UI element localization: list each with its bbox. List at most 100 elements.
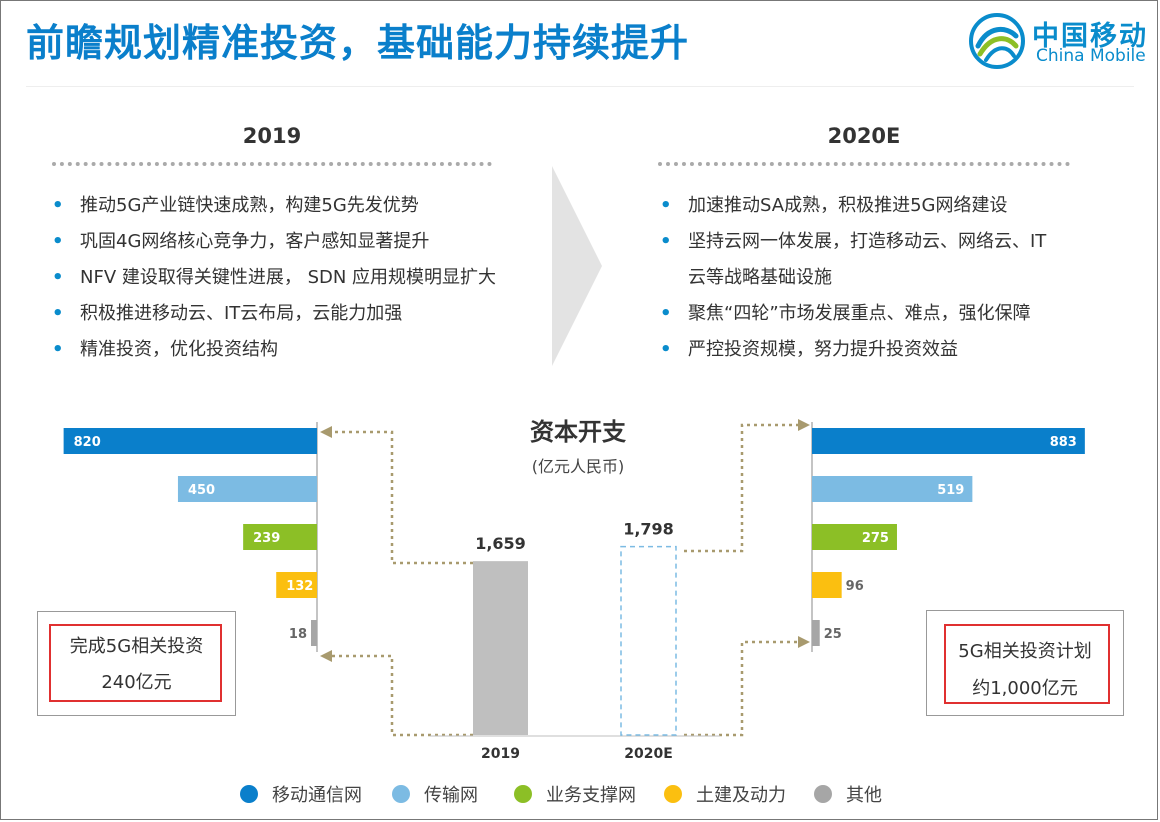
capex-title: 资本开支 [530, 418, 627, 446]
right-bar-label-4: 25 [824, 627, 842, 642]
left-bar-1 [177, 476, 317, 502]
right-bullet-item: • 加速推动SA成熟，积极推进5G网络建设 [660, 188, 1046, 224]
connector-arrows [330, 423, 800, 737]
legend-swatch [814, 785, 832, 803]
connector-top-right [684, 423, 800, 553]
left-bullet-item: • NFV 建设取得关键性进展， SDN 应用规模明显扩大 [52, 260, 496, 296]
bullet-marker: • [52, 303, 64, 324]
right-5g-line2: 约1,000亿元 [972, 678, 1078, 699]
left-5g-summary-box: 完成5G相关投资 240亿元 [37, 611, 236, 716]
bullet-marker: • [660, 231, 672, 252]
right-bar-label-3: 96 [846, 579, 864, 594]
right-bullet-text: 加速推动SA成熟，积极推进5G网络建设 [688, 195, 1008, 216]
bullet-marker: • [52, 231, 64, 252]
left-bullet-list: • 推动5G产业链快速成熟，构建5G先发优势 • 巩固4G网络核心竞争力，客户感知显… [52, 188, 496, 368]
capex-bar-2019 [473, 561, 528, 735]
capex-total-bars: 1,659 2019 1,798 2020E [473, 520, 677, 762]
right-bar-label-1: 519 [937, 483, 964, 498]
right-bar-3 [812, 572, 842, 598]
right-5g-summary-box: 5G相关投资计划 约1,000亿元 [926, 610, 1124, 716]
left-bar-label-0: 820 [74, 435, 101, 450]
legend-label: 业务支撑网 [546, 785, 636, 806]
connector-top-left [330, 430, 473, 565]
arrowhead-icon [798, 419, 810, 431]
right-bar-4 [812, 620, 820, 646]
legend-swatch [392, 785, 410, 803]
left-bar-2 [243, 524, 317, 550]
right-bar-2 [812, 524, 897, 550]
left-bar-label-1: 450 [188, 483, 215, 498]
right-bullet-text: 坚持云网一体发展，打造移动云、网络云、IT [688, 231, 1047, 252]
left-bullet-text: 推动5G产业链快速成熟，构建5G先发优势 [80, 195, 419, 216]
left-bullet-text: 巩固4G网络核心竞争力，客户感知显著提升 [80, 231, 430, 252]
transition-arrow-icon [552, 166, 602, 366]
right-bullet-text: 聚焦“四轮”市场发展重点、难点，强化保障 [688, 303, 1031, 324]
connector-arrowheads [320, 419, 810, 662]
left-year-heading: 2019 [242, 124, 302, 148]
left-bullet-item: • 推动5G产业链快速成熟，构建5G先发优势 [52, 188, 496, 224]
page-title: 前瞻规划精准投资，基础能力持续提升 [26, 21, 690, 65]
right-year-heading: 2020E [827, 124, 901, 148]
legend-swatch [664, 785, 682, 803]
left-bar-3 [276, 572, 317, 598]
left-bar-4 [311, 620, 317, 646]
right-bullet-list: • 加速推动SA成熟，积极推进5G网络建设 • 坚持云网一体发展，打造移动云、网络云… [660, 188, 1046, 368]
right-bar-1 [812, 476, 973, 502]
left-bar-label-3: 132 [286, 579, 313, 594]
capex-subtitle: (亿元人民币) [532, 457, 625, 476]
capex-category-label-1: 2020E [624, 746, 673, 762]
capex-bar-2020E [620, 545, 677, 736]
china-mobile-logo: 中国移动 China Mobile [968, 12, 1154, 72]
bullet-marker: • [52, 339, 64, 360]
left-bullet-item: • 精准投资，优化投资结构 [52, 332, 496, 368]
bullet-marker: • [660, 303, 672, 324]
logo-text-cn: 中国移动 [1032, 21, 1148, 52]
bullet-marker: • [52, 267, 64, 288]
bullet-marker: • [660, 195, 672, 216]
right-bar-label-0: 883 [1050, 435, 1077, 450]
right-bar-label-2: 275 [862, 531, 889, 546]
right-dotted-divider [658, 162, 1070, 166]
legend-label: 移动通信网 [272, 785, 362, 806]
legend-swatch [240, 785, 258, 803]
arrowhead-icon [320, 650, 332, 662]
right-5g-highlight [944, 624, 1110, 704]
legend-label: 土建及动力 [696, 785, 786, 806]
legend-swatch [514, 785, 532, 803]
capex-category-label-0: 2019 [481, 746, 520, 762]
left-breakdown-bars: 820 450 239 132 18 [63, 422, 318, 652]
bullet-marker: • [52, 195, 64, 216]
left-dotted-divider [52, 162, 492, 166]
legend-label: 其他 [846, 785, 882, 806]
right-bullet-text: 严控投资规模，努力提升投资效益 [688, 339, 958, 360]
right-bullet-item: • 严控投资规模，努力提升投资效益 [660, 332, 1046, 368]
right-bullet-text: 云等战略基础设施 [688, 267, 832, 288]
left-bar-label-2: 239 [253, 531, 280, 546]
arrowhead-icon [320, 426, 332, 438]
right-breakdown-bars: 883 519 275 96 25 [811, 422, 1085, 652]
connector-bottom-left [330, 654, 473, 737]
left-bullet-text: 精准投资，优化投资结构 [80, 339, 278, 360]
left-bar-0 [63, 428, 318, 454]
right-bullet-item: • 聚焦“四轮”市场发展重点、难点，强化保障 [660, 296, 1046, 332]
china-mobile-logo-icon [969, 13, 1025, 69]
left-5g-line1: 完成5G相关投资 [69, 636, 204, 657]
legend-label: 传输网 [424, 785, 478, 806]
chart-legend: 移动通信网 传输网 业务支撑网 土建及动力 其他 [0, 780, 1160, 808]
arrowhead-icon [798, 636, 810, 648]
capex-value-label-0: 1,659 [475, 534, 526, 553]
right-bullet-item: 云等战略基础设施 [660, 260, 1046, 296]
left-5g-highlight [49, 624, 222, 702]
left-bar-label-4: 18 [289, 627, 307, 642]
left-bullet-item: • 巩固4G网络核心竞争力，客户感知显著提升 [52, 224, 496, 260]
bullet-marker: • [660, 339, 672, 360]
left-bullet-text: 积极推进移动云、IT云布局，云能力加强 [80, 303, 403, 324]
logo-text-en: China Mobile [1036, 46, 1146, 66]
right-5g-line1: 5G相关投资计划 [958, 641, 1092, 662]
connector-bottom-right [684, 640, 800, 737]
left-bullet-text: NFV 建设取得关键性进展， SDN 应用规模明显扩大 [80, 267, 497, 288]
capex-value-label-1: 1,798 [623, 520, 674, 539]
left-5g-line2: 240亿元 [101, 672, 172, 693]
